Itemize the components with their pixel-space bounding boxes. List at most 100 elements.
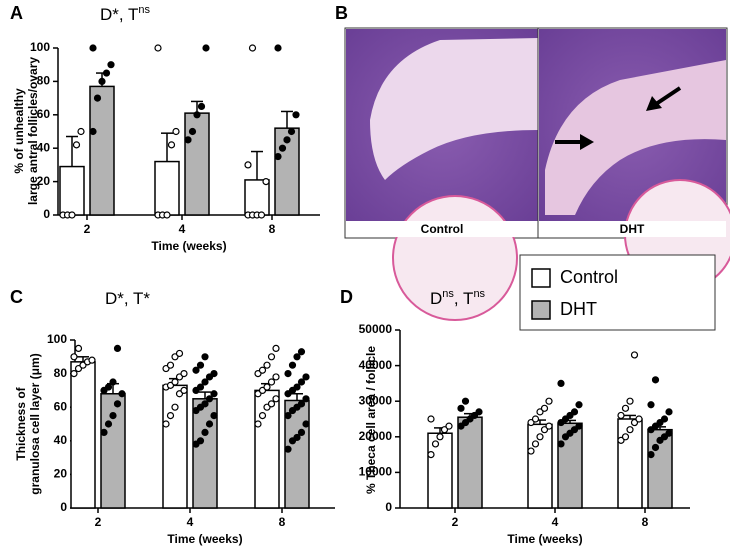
panel-label: C [10, 287, 23, 307]
data-point [284, 445, 292, 453]
data-point [100, 428, 108, 436]
data-point [193, 111, 201, 119]
y-tick-label: 40000 [359, 358, 393, 372]
data-point [107, 61, 115, 69]
data-point [540, 426, 549, 434]
data-point [527, 447, 535, 455]
title-part: D*, T* [105, 289, 150, 308]
data-point [545, 397, 553, 405]
antrum [545, 60, 726, 215]
data-point [557, 418, 565, 427]
data-point [461, 418, 470, 427]
x-tick-label: 4 [179, 222, 186, 236]
x-tick-label: 2 [95, 515, 102, 529]
data-point [93, 94, 102, 102]
data-point [626, 397, 634, 405]
data-point [104, 420, 113, 428]
data-point [154, 44, 162, 52]
data-point [575, 422, 583, 430]
data-point [293, 433, 301, 442]
title-part: ns [473, 288, 485, 300]
data-point [656, 418, 664, 427]
bar [70, 361, 96, 509]
data-point [297, 400, 306, 408]
bar [59, 165, 85, 216]
data-point [171, 378, 179, 386]
bar [184, 112, 210, 216]
data-point [272, 373, 280, 381]
title-part: D*, T [100, 5, 138, 24]
data-point [575, 401, 583, 409]
data-point [665, 429, 673, 437]
data-point [257, 211, 266, 219]
y-tick-label: 100 [30, 40, 50, 54]
data-point [267, 378, 276, 386]
y-tick-label: 60 [54, 399, 68, 413]
data-point [651, 443, 660, 452]
data-point [302, 373, 310, 381]
data-point [527, 418, 535, 427]
caption: Control [421, 222, 464, 236]
data-point [210, 412, 218, 420]
x-tick-label: 8 [279, 515, 286, 529]
legend-swatch [531, 300, 551, 320]
data-point [292, 111, 300, 119]
chart-title: D*, Tns [100, 4, 151, 25]
data-point [274, 152, 282, 161]
data-point [254, 420, 262, 428]
data-point [113, 344, 122, 352]
data-point [651, 422, 660, 430]
y-tick-label: 20 [54, 467, 68, 481]
x-tick-label: 4 [552, 515, 559, 529]
data-point [297, 428, 306, 436]
data-point [647, 426, 655, 434]
data-point [284, 370, 292, 378]
bar [457, 416, 483, 509]
data-point [210, 370, 218, 378]
data-point [89, 44, 97, 52]
data-point [263, 361, 271, 369]
data-point [557, 379, 565, 387]
bar [244, 179, 270, 216]
arrow-head [646, 96, 662, 111]
bar [617, 418, 643, 509]
data-point [651, 376, 660, 384]
y-tick-label: 0 [60, 500, 67, 514]
data-point [621, 404, 630, 412]
panel-label: B [335, 3, 348, 23]
caption: DHT [620, 222, 645, 236]
data-point [617, 436, 625, 444]
data-point [267, 400, 276, 408]
data-point [262, 178, 270, 186]
bar [274, 127, 300, 216]
data-point [570, 408, 579, 416]
data-point [258, 412, 267, 420]
data-point [635, 415, 643, 423]
data-point [272, 395, 280, 403]
y-tick-label: 0 [385, 500, 392, 514]
data-point [647, 451, 655, 459]
data-point [70, 370, 78, 378]
data-point [656, 436, 664, 444]
data-point [201, 353, 209, 361]
data-point [167, 141, 176, 149]
data-point [201, 400, 209, 408]
data-point [440, 426, 449, 434]
y-axis-label: % of unhealthy [12, 88, 26, 174]
data-point [283, 136, 291, 144]
data-point [166, 412, 175, 420]
data-point [302, 395, 310, 403]
y-tick-label: 0 [43, 207, 50, 221]
data-point [263, 383, 271, 391]
data-point [244, 161, 252, 169]
data-point [175, 349, 184, 358]
data-point [470, 411, 479, 420]
data-point [287, 127, 296, 136]
data-point [197, 102, 206, 111]
panel-label: D [340, 287, 353, 307]
y-tick-label: 80 [54, 366, 68, 380]
data-point [196, 361, 205, 369]
y-tick-label: 40 [54, 433, 68, 447]
data-point [89, 127, 97, 136]
x-tick-label: 8 [642, 515, 649, 529]
